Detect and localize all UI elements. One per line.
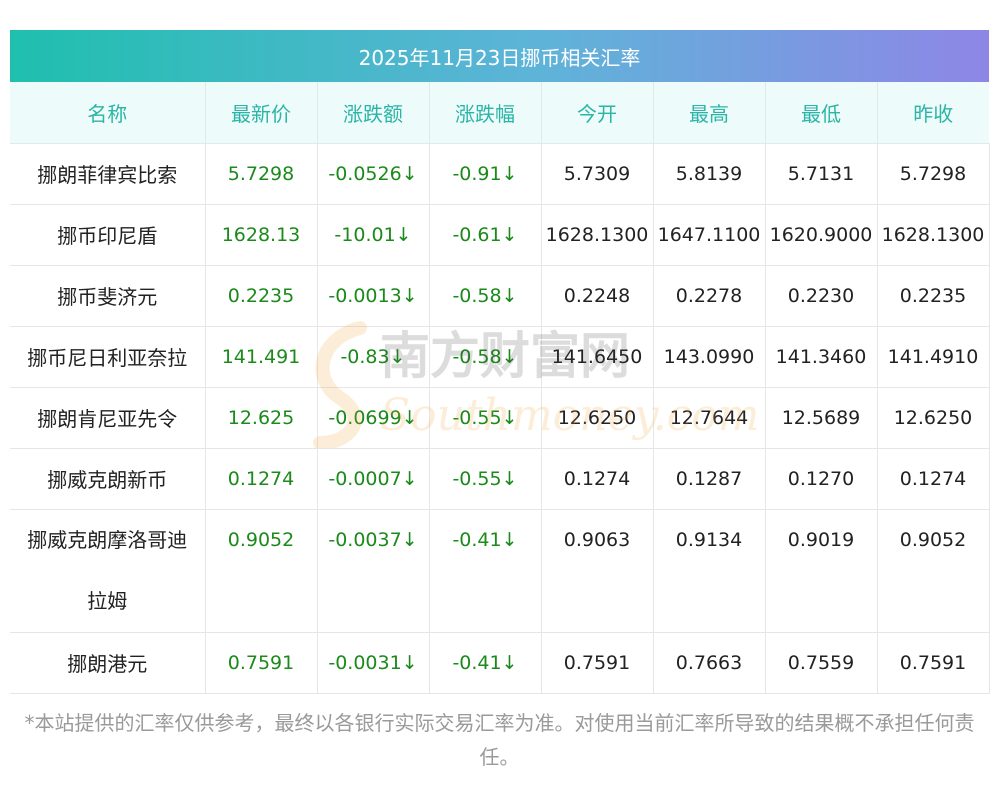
table-row: 挪币斐济元 0.2235 -0.0013↓ -0.58↓ 0.2248 0.22…: [10, 265, 990, 327]
change-amount: -0.0526↓: [317, 143, 430, 205]
change-amount: -0.0013↓: [317, 265, 430, 327]
currency-name: 挪币斐济元: [10, 265, 206, 327]
high-price: 0.9134: [653, 509, 766, 633]
low-price: 12.5689: [765, 387, 878, 449]
table-row: 挪朗港元 0.7591 -0.0031↓ -0.41↓ 0.7591 0.766…: [10, 632, 990, 694]
currency-name: 挪币尼日利亚奈拉: [10, 326, 206, 388]
high-price: 0.7663: [653, 632, 766, 694]
low-price: 1620.9000: [765, 204, 878, 266]
prev-close: 5.7298: [877, 143, 990, 205]
low-price: 0.2230: [765, 265, 878, 327]
change-percent: -0.41↓: [429, 509, 542, 633]
table-title: 2025年11月23日挪币相关汇率: [10, 30, 989, 82]
high-price: 143.0990: [653, 326, 766, 388]
latest-price: 1628.13: [205, 204, 318, 266]
change-percent: -0.55↓: [429, 387, 542, 449]
prev-close: 1628.1300: [877, 204, 990, 266]
rate-table-container: 2025年11月23日挪币相关汇率 名称 最新价 涨跌额 涨跌幅 今开 最高 最…: [10, 30, 990, 694]
change-percent: -0.58↓: [429, 265, 542, 327]
open-price: 141.6450: [541, 326, 654, 388]
currency-name: 挪朗菲律宾比索: [10, 143, 206, 205]
table-row: 挪币印尼盾 1628.13 -10.01↓ -0.61↓ 1628.1300 1…: [10, 204, 990, 266]
prev-close: 0.9052: [877, 509, 990, 633]
table-row: 挪威克朗新币 0.1274 -0.0007↓ -0.55↓ 0.1274 0.1…: [10, 448, 990, 510]
latest-price: 0.7591: [205, 632, 318, 694]
change-amount: -0.0037↓: [317, 509, 430, 633]
change-percent: -0.91↓: [429, 143, 542, 205]
prev-close: 0.7591: [877, 632, 990, 694]
header-pct: 涨跌幅: [429, 82, 542, 144]
header-low: 最低: [765, 82, 878, 144]
disclaimer-note: *本站提供的汇率仅供参考，最终以各银行实际交易汇率为准。对使用当前汇率所导致的结…: [24, 711, 975, 769]
table-row: 挪威克朗摩洛哥迪 拉姆 0.9052 -0.0037↓ -0.41↓ 0.906…: [10, 509, 990, 633]
low-price: 0.7559: [765, 632, 878, 694]
header-prev: 昨收: [877, 82, 989, 144]
latest-price: 12.625: [205, 387, 318, 449]
header-row: 名称 最新价 涨跌额 涨跌幅 今开 最高 最低 昨收: [10, 82, 989, 144]
open-price: 0.9063: [541, 509, 654, 633]
currency-name-line1: 挪威克朗摩洛哥迪: [27, 527, 188, 552]
open-price: 5.7309: [541, 143, 654, 205]
low-price: 0.1270: [765, 448, 878, 510]
change-amount: -0.0699↓: [317, 387, 430, 449]
low-price: 5.7131: [765, 143, 878, 205]
currency-name-line2: 拉姆: [87, 588, 128, 613]
open-price: 0.1274: [541, 448, 654, 510]
table-row: 挪朗菲律宾比索 5.7298 -0.0526↓ -0.91↓ 5.7309 5.…: [10, 143, 990, 205]
currency-name: 挪威克朗新币: [10, 448, 206, 510]
exchange-rate-table: 名称 最新价 涨跌额 涨跌幅 今开 最高 最低 昨收 挪朗菲律宾比索 5.729…: [10, 82, 990, 694]
low-price: 0.9019: [765, 509, 878, 633]
open-price: 0.2248: [541, 265, 654, 327]
header-latest: 最新价: [205, 82, 318, 144]
open-price: 1628.1300: [541, 204, 654, 266]
prev-close: 0.1274: [877, 448, 990, 510]
header-name: 名称: [10, 82, 206, 144]
change-percent: -0.61↓: [429, 204, 542, 266]
currency-name: 挪朗肯尼亚先令: [10, 387, 206, 449]
latest-price: 141.491: [205, 326, 318, 388]
currency-name: 挪币印尼盾: [10, 204, 206, 266]
high-price: 1647.1100: [653, 204, 766, 266]
currency-name: 挪朗港元: [10, 632, 206, 694]
low-price: 141.3460: [765, 326, 878, 388]
prev-close: 141.4910: [877, 326, 990, 388]
open-price: 12.6250: [541, 387, 654, 449]
change-amount: -0.83↓: [317, 326, 430, 388]
latest-price: 0.2235: [205, 265, 318, 327]
prev-close: 0.2235: [877, 265, 990, 327]
header-open: 今开: [541, 82, 654, 144]
table-row: 挪币尼日利亚奈拉 141.491 -0.83↓ -0.58↓ 141.6450 …: [10, 326, 990, 388]
high-price: 12.7644: [653, 387, 766, 449]
change-amount: -10.01↓: [317, 204, 430, 266]
high-price: 5.8139: [653, 143, 766, 205]
change-percent: -0.58↓: [429, 326, 542, 388]
change-amount: -0.0031↓: [317, 632, 430, 694]
latest-price: 0.9052: [205, 509, 318, 633]
change-percent: -0.41↓: [429, 632, 542, 694]
change-percent: -0.55↓: [429, 448, 542, 510]
latest-price: 5.7298: [205, 143, 318, 205]
prev-close: 12.6250: [877, 387, 990, 449]
header-change: 涨跌额: [317, 82, 430, 144]
high-price: 0.2278: [653, 265, 766, 327]
table-row: 挪朗肯尼亚先令 12.625 -0.0699↓ -0.55↓ 12.6250 1…: [10, 387, 990, 449]
latest-price: 0.1274: [205, 448, 318, 510]
change-amount: -0.0007↓: [317, 448, 430, 510]
header-high: 最高: [653, 82, 766, 144]
currency-name: 挪威克朗摩洛哥迪 拉姆: [10, 509, 206, 633]
high-price: 0.1287: [653, 448, 766, 510]
open-price: 0.7591: [541, 632, 654, 694]
